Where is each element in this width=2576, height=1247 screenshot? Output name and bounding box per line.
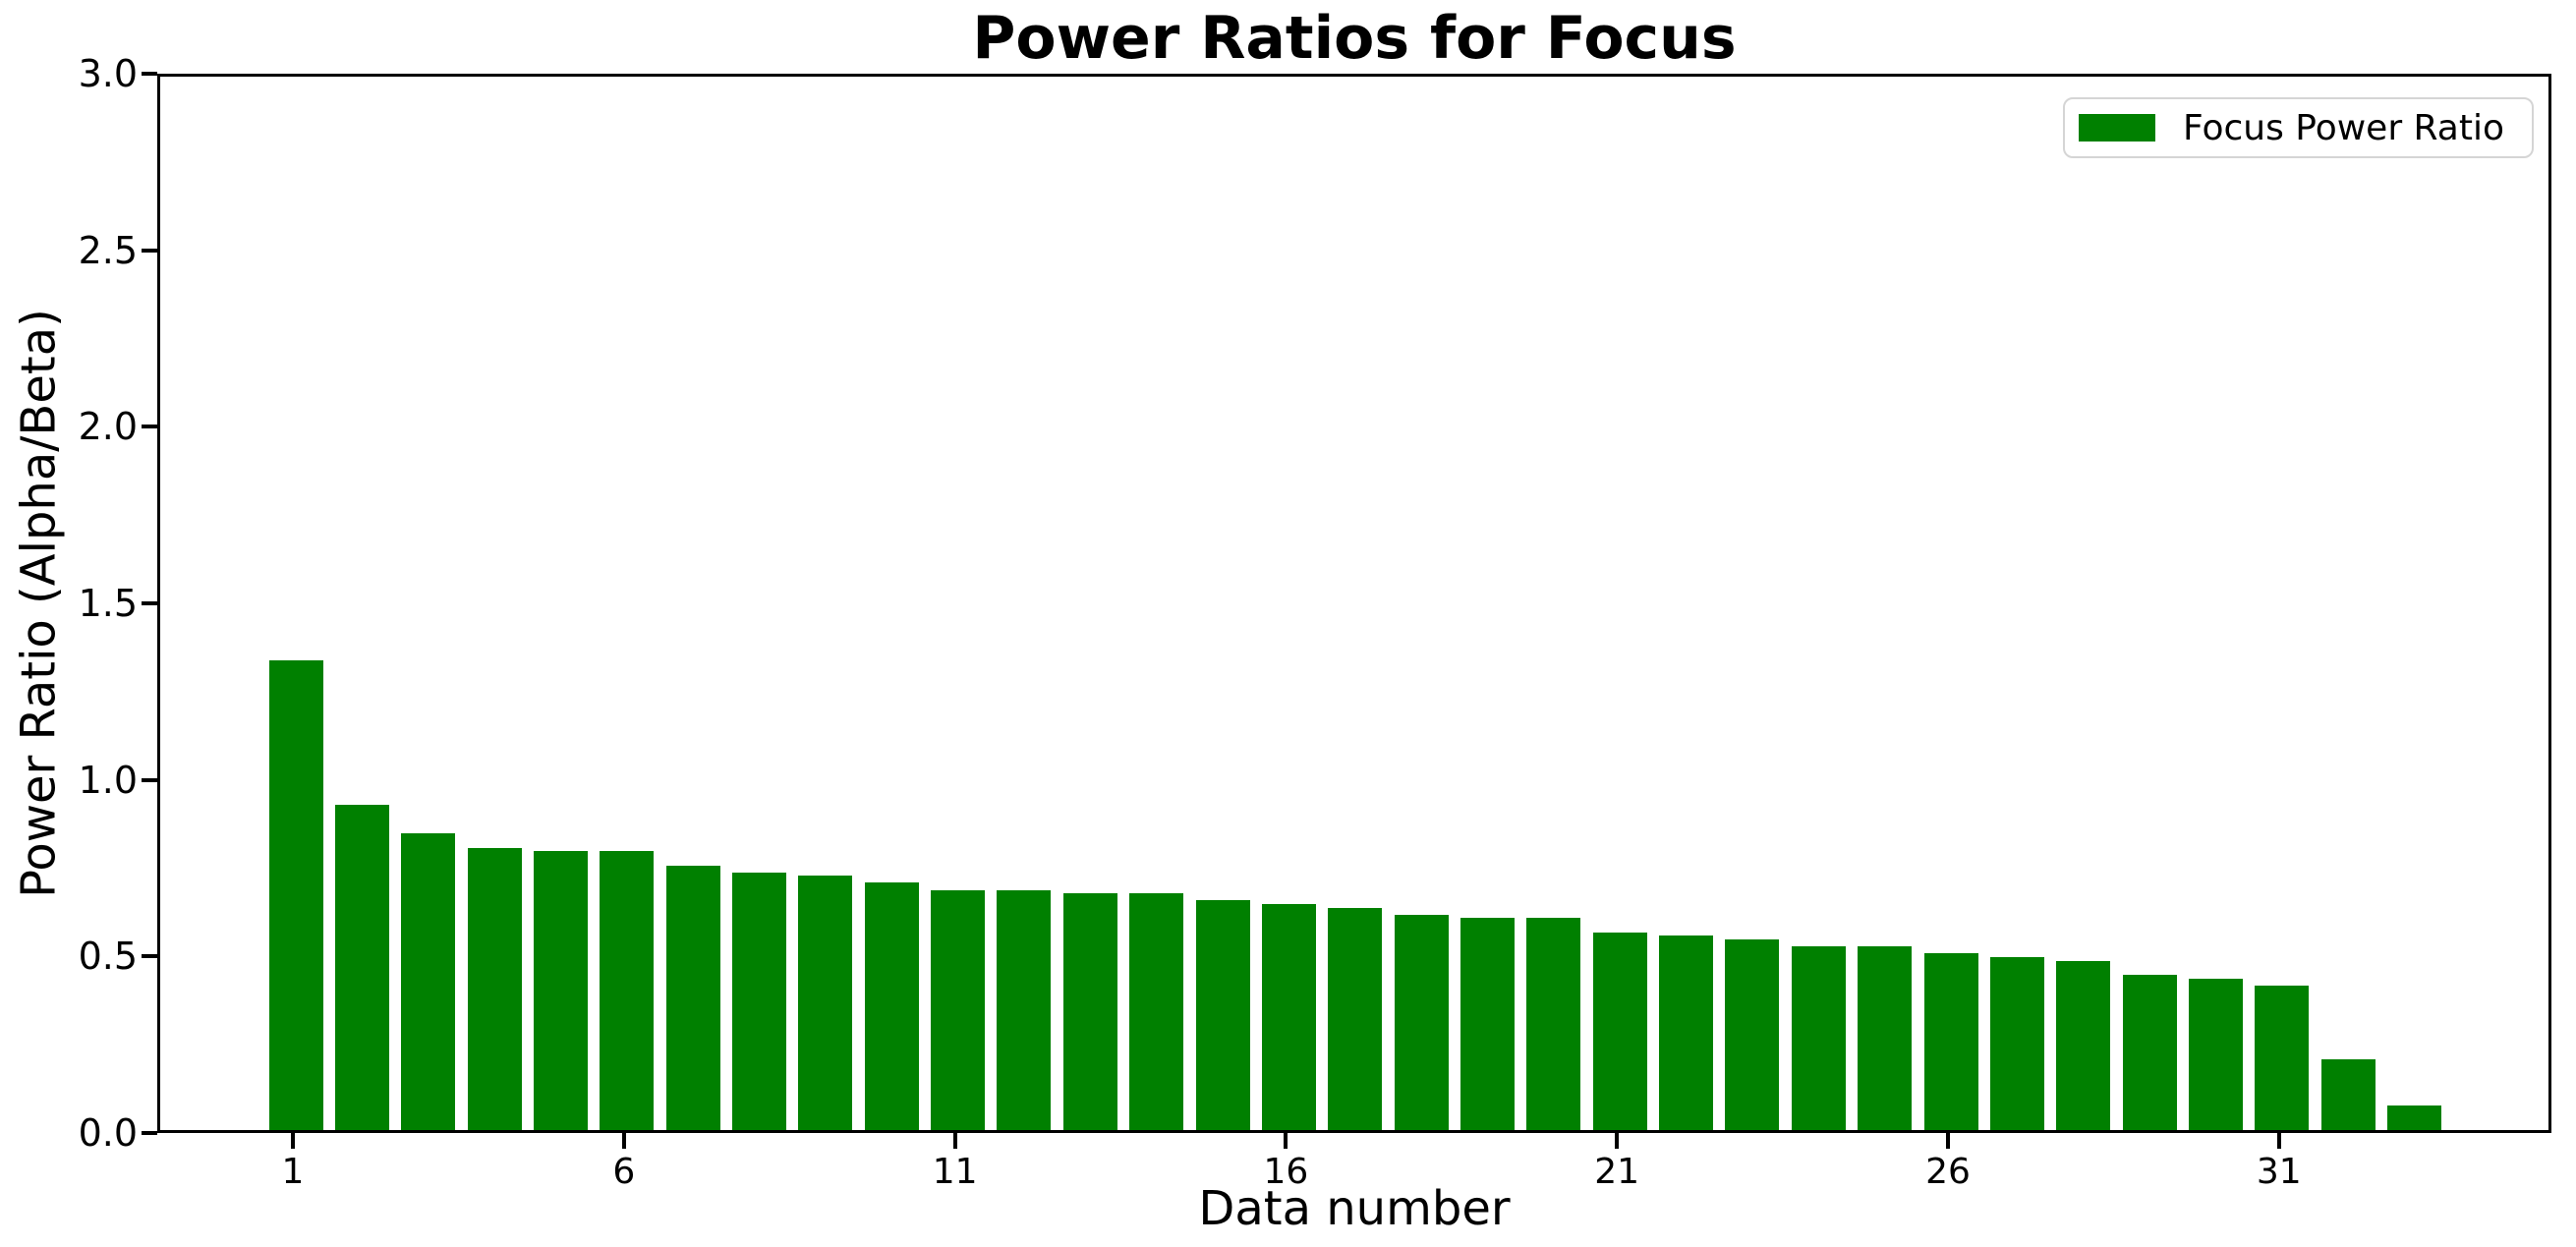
bar bbox=[467, 847, 522, 1130]
bar bbox=[2056, 960, 2111, 1130]
x-tick-label: 31 bbox=[2256, 1152, 2302, 1192]
bar bbox=[2122, 974, 2177, 1130]
bar bbox=[1791, 946, 1846, 1130]
x-tick-mark bbox=[1946, 1133, 1950, 1149]
y-tick-mark bbox=[142, 954, 157, 959]
bar bbox=[1592, 932, 1647, 1130]
bar bbox=[1394, 914, 1449, 1130]
bar bbox=[533, 851, 588, 1130]
x-tick-mark bbox=[1615, 1133, 1620, 1149]
x-tick-label: 1 bbox=[281, 1152, 305, 1192]
bar bbox=[1989, 956, 2044, 1130]
bar bbox=[1261, 904, 1316, 1130]
bar bbox=[1129, 893, 1184, 1130]
bar bbox=[2255, 985, 2310, 1130]
bar bbox=[1460, 918, 1515, 1130]
x-tick-mark bbox=[2276, 1133, 2281, 1149]
y-tick-label: 1.0 bbox=[78, 758, 138, 802]
y-tick-label: 0.0 bbox=[78, 1111, 138, 1155]
bar bbox=[1062, 893, 1117, 1130]
bar bbox=[2387, 1105, 2442, 1130]
bar bbox=[931, 889, 986, 1130]
bar bbox=[1659, 935, 1714, 1130]
y-tick-mark bbox=[142, 248, 157, 253]
bar bbox=[1725, 938, 1780, 1130]
bar bbox=[2320, 1059, 2376, 1130]
y-tick-label: 3.0 bbox=[78, 52, 138, 95]
x-tick-label: 26 bbox=[1925, 1152, 1971, 1192]
x-tick-label: 11 bbox=[932, 1152, 978, 1192]
x-tick-label: 21 bbox=[1594, 1152, 1640, 1192]
bar bbox=[665, 865, 720, 1130]
x-tick-mark bbox=[291, 1133, 295, 1149]
bar bbox=[1526, 918, 1581, 1130]
bar bbox=[1923, 953, 1978, 1130]
bar bbox=[1328, 907, 1383, 1130]
x-tick-mark bbox=[1284, 1133, 1288, 1149]
y-tick-mark bbox=[142, 72, 157, 76]
y-tick-mark bbox=[142, 601, 157, 605]
y-tick-mark bbox=[142, 425, 157, 429]
bar bbox=[732, 872, 787, 1130]
bar bbox=[1858, 946, 1913, 1130]
x-tick-label: 16 bbox=[1263, 1152, 1309, 1192]
legend-swatch-icon bbox=[2079, 114, 2156, 142]
y-tick-mark bbox=[142, 777, 157, 782]
bar bbox=[268, 660, 323, 1130]
y-tick-label: 2.5 bbox=[78, 228, 138, 272]
y-tick-label: 2.0 bbox=[78, 405, 138, 449]
bar bbox=[997, 889, 1052, 1130]
y-tick-label: 0.5 bbox=[78, 935, 138, 979]
bar bbox=[864, 882, 919, 1130]
x-tick-label: 6 bbox=[612, 1152, 636, 1192]
x-axis-label: Data number bbox=[1198, 1181, 1511, 1236]
bar bbox=[2188, 978, 2243, 1130]
x-tick-mark bbox=[621, 1133, 626, 1149]
x-tick-mark bbox=[952, 1133, 957, 1149]
bar bbox=[600, 851, 655, 1130]
bar bbox=[334, 805, 389, 1130]
legend-label: Focus Power Ratio bbox=[2183, 107, 2504, 148]
y-tick-mark bbox=[142, 1131, 157, 1135]
y-tick-label: 1.5 bbox=[78, 582, 138, 625]
bar bbox=[1195, 900, 1250, 1130]
legend: Focus Power Ratio bbox=[2063, 97, 2534, 158]
bar bbox=[401, 833, 456, 1130]
chart-title: Power Ratios for Focus bbox=[972, 4, 1737, 73]
bar bbox=[798, 876, 853, 1130]
plot-area: Focus Power Ratio bbox=[157, 74, 2551, 1133]
